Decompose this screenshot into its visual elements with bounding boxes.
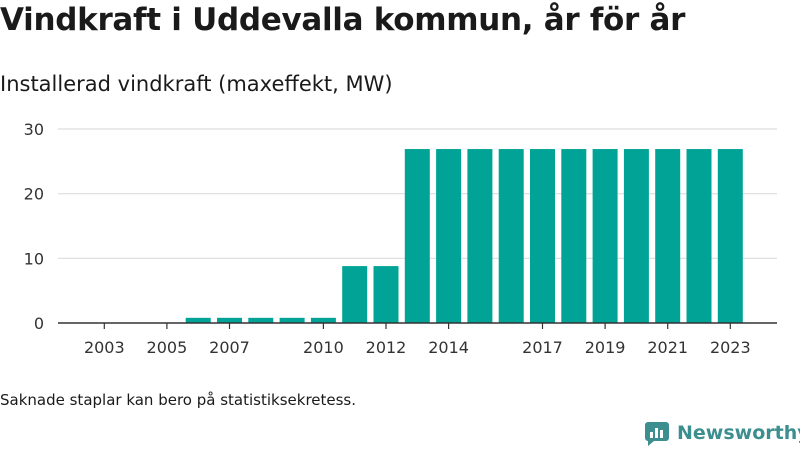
bar-2015 — [467, 149, 493, 323]
x-tick-label: 2019 — [585, 338, 626, 357]
x-axis-ticks: 2003 2005 2007 2010 2012 2014 2017 2019 2021 2023 — [84, 323, 751, 357]
x-tick-label: 2010 — [303, 338, 344, 357]
bar-2009 — [279, 317, 305, 323]
x-tick-label: 2012 — [366, 338, 407, 357]
newsworthy-icon — [645, 422, 669, 446]
x-tick-label: 2005 — [147, 338, 188, 357]
x-tick-label: 2017 — [522, 338, 563, 357]
x-tick-label: 2021 — [647, 338, 688, 357]
bar-2007 — [217, 317, 242, 323]
bar-2008 — [248, 317, 274, 323]
bar-2014 — [436, 149, 462, 323]
x-tick-label: 2014 — [428, 338, 469, 357]
x-tick-label: 2023 — [710, 338, 751, 357]
bar-2010 — [310, 317, 336, 323]
y-axis-ticks: 0 10 20 30 — [24, 120, 44, 333]
bar-2011 — [342, 266, 368, 323]
brand-name: Newsworthy — [677, 422, 800, 444]
bar-2012 — [373, 266, 399, 323]
bar-2022 — [686, 149, 712, 323]
x-tick-label: 2003 — [84, 338, 125, 357]
bar-2021 — [655, 149, 681, 323]
y-tick-label: 10 — [24, 249, 44, 268]
bars — [185, 149, 743, 323]
bar-2018 — [561, 149, 587, 323]
newsworthy-logo[interactable]: Newsworthy — [644, 420, 800, 446]
y-tick-label: 30 — [24, 120, 44, 139]
bar-2013 — [404, 149, 430, 323]
bar-chart: 0 10 20 30 2003 2005 2007 2010 2012 2014 2017 2019… — [24, 120, 777, 357]
chart-title: Vindkraft i Uddevalla kommun, år för år — [0, 2, 686, 38]
bar-2023 — [717, 149, 743, 323]
y-tick-label: 0 — [34, 314, 44, 333]
bar-2016 — [498, 149, 524, 323]
bar-2019 — [592, 149, 618, 323]
bar-2020 — [623, 149, 649, 323]
chart-subtitle: Installerad vindkraft (maxeffekt, MW) — [0, 72, 393, 96]
bar-2006 — [185, 317, 211, 323]
y-tick-label: 20 — [24, 185, 44, 204]
bar-2017 — [530, 149, 555, 323]
footnote: Saknade staplar kan bero på statistiksek… — [0, 391, 357, 409]
x-tick-label: 2007 — [209, 338, 250, 357]
